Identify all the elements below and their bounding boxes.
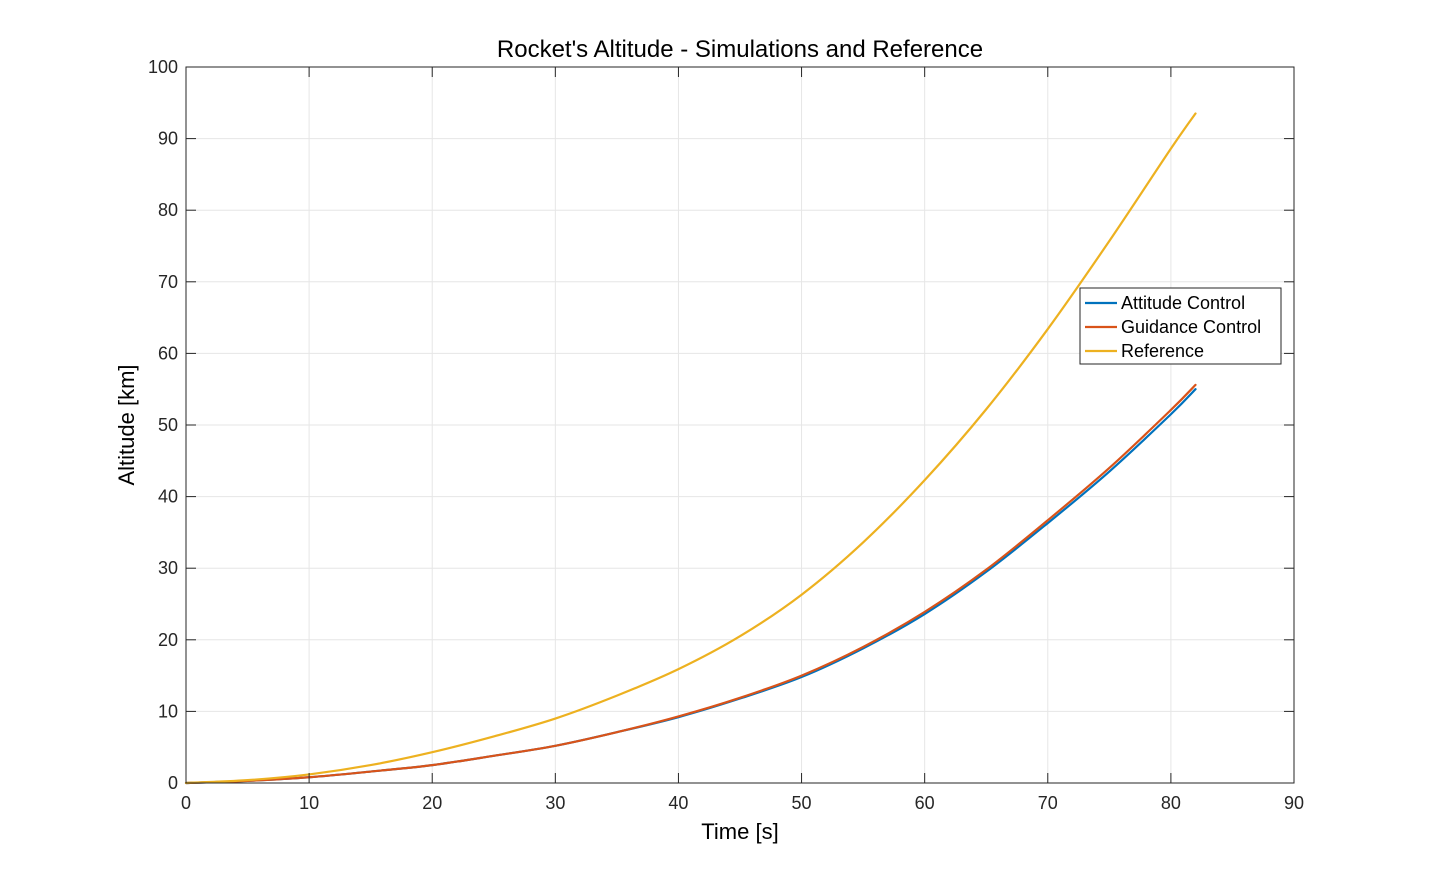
series-line-attitude-control xyxy=(184,388,1197,785)
x-tick-label: 40 xyxy=(668,793,688,813)
x-tick-label: 50 xyxy=(792,793,812,813)
series-line-guidance-control xyxy=(184,383,1197,785)
x-tick-label: 60 xyxy=(915,793,935,813)
y-tick-label: 50 xyxy=(158,415,178,435)
series-lines xyxy=(184,112,1197,785)
x-axis-label: Time [s] xyxy=(701,819,778,844)
y-tick-label: 100 xyxy=(148,57,178,77)
series-line-reference xyxy=(184,112,1197,785)
axis-ticks xyxy=(185,66,1295,784)
y-axis-label: Altitude [km] xyxy=(114,364,139,485)
legend-label: Guidance Control xyxy=(1121,317,1261,337)
chart-title: Rocket's Altitude - Simulations and Refe… xyxy=(497,36,983,63)
y-tick-label: 0 xyxy=(168,773,178,793)
y-tick-label: 60 xyxy=(158,343,178,363)
tick-labels: 0 10 20 30 40 50 60 70 80 90 0 10 20 30 40 50 60 70 80 90 10… xyxy=(148,57,1304,813)
x-tick-label: 20 xyxy=(422,793,442,813)
x-tick-label: 30 xyxy=(545,793,565,813)
legend: Attitude Control Guidance Control Referenc… xyxy=(1079,287,1282,365)
x-tick-label: 90 xyxy=(1284,793,1304,813)
y-tick-label: 20 xyxy=(158,630,178,650)
y-tick-label: 30 xyxy=(158,558,178,578)
x-tick-label: 10 xyxy=(299,793,319,813)
legend-label: Attitude Control xyxy=(1121,293,1245,313)
x-tick-label: 80 xyxy=(1161,793,1181,813)
y-tick-label: 70 xyxy=(158,272,178,292)
legend-label: Reference xyxy=(1121,341,1204,361)
x-tick-label: 70 xyxy=(1038,793,1058,813)
x-tick-label: 0 xyxy=(181,793,191,813)
grid xyxy=(185,66,1295,784)
y-tick-label: 40 xyxy=(158,487,178,507)
y-tick-label: 80 xyxy=(158,200,178,220)
y-tick-label: 10 xyxy=(158,701,178,721)
y-tick-label: 90 xyxy=(158,129,178,149)
